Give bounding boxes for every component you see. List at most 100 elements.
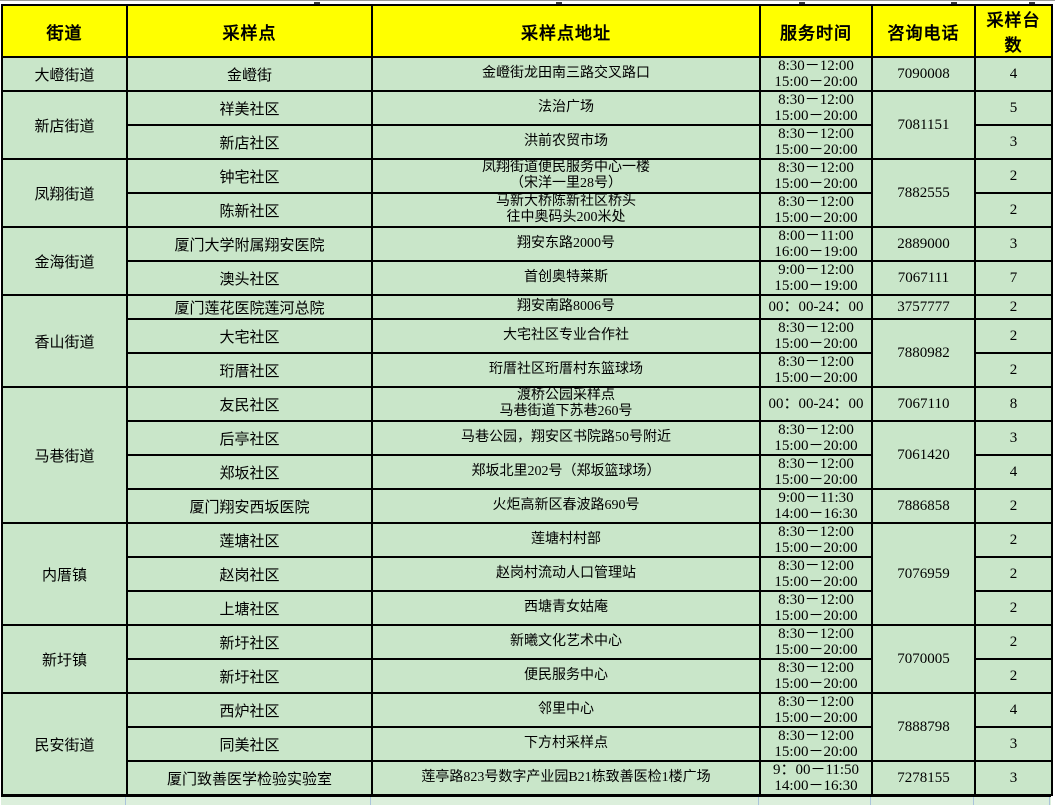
cell-street[interactable]: 新店街道 bbox=[1, 90, 128, 160]
cell-time[interactable]: 9:00－12:00 15:00－19:00 bbox=[759, 260, 873, 296]
cell-site[interactable]: 澳头社区 bbox=[126, 260, 373, 296]
cell-time[interactable]: 9：00－11:50 14:00－16:30 bbox=[759, 760, 873, 796]
cell-phone[interactable]: 7886858 bbox=[871, 488, 976, 524]
cell-site[interactable]: 上塘社区 bbox=[126, 590, 373, 626]
cell-stations[interactable]: 3 bbox=[974, 226, 1053, 262]
cell-site[interactable]: 莲塘社区 bbox=[126, 522, 373, 558]
cell-time[interactable]: 8:30－12:00 15:00－20:00 bbox=[759, 590, 873, 626]
cell-address[interactable]: 大宅社区专业合作社 bbox=[371, 318, 761, 354]
cell-site[interactable]: 钟宅社区 bbox=[126, 158, 373, 194]
cell-address[interactable]: 马新大桥陈新社区桥头 往中奥码头200米处 bbox=[371, 192, 761, 228]
cell-time[interactable]: 00：00-24：00 bbox=[759, 294, 873, 320]
cell-stations[interactable]: 2 bbox=[974, 556, 1053, 592]
col-header-site[interactable]: 采样点 bbox=[126, 4, 373, 58]
cell-phone[interactable]: 7880982 bbox=[871, 318, 976, 388]
cell-phone[interactable]: 7081151 bbox=[871, 90, 976, 160]
cell-time[interactable]: 8:30－12:00 15:00－20:00 bbox=[759, 352, 873, 388]
cell-address[interactable]: 马巷公园，翔安区书院路50号附近 bbox=[371, 420, 761, 456]
cell-stations[interactable]: 3 bbox=[974, 124, 1053, 160]
cell-site[interactable]: 同美社区 bbox=[126, 726, 373, 762]
cell-stations[interactable]: 7 bbox=[974, 260, 1053, 296]
cell-site[interactable]: 友民社区 bbox=[126, 386, 373, 422]
cell-street[interactable]: 民安街道 bbox=[1, 692, 128, 796]
cell-street[interactable]: 凤翔街道 bbox=[1, 158, 128, 228]
cell-site[interactable]: 后亭社区 bbox=[126, 420, 373, 456]
cell-time[interactable]: 8:30－12:00 15:00－20:00 bbox=[759, 726, 873, 762]
cell-address[interactable]: 下方村采样点 bbox=[371, 726, 761, 762]
cell-time[interactable]: 8:30－12:00 15:00－20:00 bbox=[759, 318, 873, 354]
cell-site[interactable]: 厦门翔安西坂医院 bbox=[126, 488, 373, 524]
cell-stations[interactable]: 2 bbox=[974, 624, 1053, 660]
cell-phone[interactable]: 7067110 bbox=[871, 386, 976, 422]
cell-stations[interactable]: 5 bbox=[974, 90, 1053, 126]
cell-address[interactable]: 邻里中心 bbox=[371, 692, 761, 728]
cell-time[interactable]: 8:00－11:00 16:00－19:00 bbox=[759, 226, 873, 262]
cell-phone[interactable]: 7070005 bbox=[871, 624, 976, 694]
cell-time[interactable]: 8:30－12:00 15:00－20:00 bbox=[759, 692, 873, 728]
cell-street[interactable]: 马巷街道 bbox=[1, 386, 128, 524]
cell-stations[interactable]: 2 bbox=[974, 318, 1053, 354]
cell-time[interactable]: 8:30－12:00 15:00－20:00 bbox=[759, 124, 873, 160]
cell-street[interactable]: 大嶝街道 bbox=[1, 56, 128, 92]
cell-site[interactable]: 赵岗社区 bbox=[126, 556, 373, 592]
col-header-street[interactable]: 街道 bbox=[1, 4, 128, 58]
cell-site[interactable]: 新店社区 bbox=[126, 124, 373, 160]
cell-address[interactable]: 火炬高新区春波路690号 bbox=[371, 488, 761, 524]
cell-time[interactable]: 8:30－12:00 15:00－20:00 bbox=[759, 658, 873, 694]
cell-site[interactable]: 珩厝社区 bbox=[126, 352, 373, 388]
cell-site[interactable]: 大宅社区 bbox=[126, 318, 373, 354]
cell-site[interactable]: 西炉社区 bbox=[126, 692, 373, 728]
cell-stations[interactable]: 2 bbox=[974, 294, 1053, 320]
cell-phone[interactable]: 7278155 bbox=[871, 760, 976, 796]
cell-address[interactable]: 便民服务中心 bbox=[371, 658, 761, 694]
cell-time[interactable]: 8:30－12:00 15:00－20:00 bbox=[759, 56, 873, 92]
cell-address[interactable]: 翔安南路8006号 bbox=[371, 294, 761, 320]
cell-site[interactable]: 厦门大学附属翔安医院 bbox=[126, 226, 373, 262]
cell-time[interactable]: 8:30－12:00 15:00－20:00 bbox=[759, 556, 873, 592]
cell-site[interactable]: 厦门致善医学检验实验室 bbox=[126, 760, 373, 796]
cell-stations[interactable]: 4 bbox=[974, 454, 1053, 490]
cell-address[interactable]: 渡桥公园采样点 马巷街道下苏巷260号 bbox=[371, 386, 761, 422]
cell-stations[interactable]: 2 bbox=[974, 488, 1053, 524]
cell-site[interactable]: 郑坂社区 bbox=[126, 454, 373, 490]
cell-phone[interactable]: 7076959 bbox=[871, 522, 976, 626]
cell-street[interactable]: 金海街道 bbox=[1, 226, 128, 296]
cell-street[interactable]: 香山街道 bbox=[1, 294, 128, 388]
cell-address[interactable]: 新曦文化艺术中心 bbox=[371, 624, 761, 660]
cell-address[interactable]: 莲塘村村部 bbox=[371, 522, 761, 558]
cell-site[interactable]: 新圩社区 bbox=[126, 624, 373, 660]
cell-address[interactable]: 法治广场 bbox=[371, 90, 761, 126]
cell-phone[interactable]: 2889000 bbox=[871, 226, 976, 262]
cell-address[interactable]: 郑坂北里202号（郑坂篮球场） bbox=[371, 454, 761, 490]
cell-stations[interactable]: 4 bbox=[974, 56, 1053, 92]
cell-site[interactable]: 金嶝街 bbox=[126, 56, 373, 92]
cell-time[interactable]: 8:30－12:00 15:00－20:00 bbox=[759, 624, 873, 660]
cell-address[interactable]: 凤翔街道便民服务中心一楼 （宋洋一里28号） bbox=[371, 158, 761, 194]
cell-address[interactable]: 赵岗村流动人口管理站 bbox=[371, 556, 761, 592]
cell-time[interactable]: 9:00－11:30 14:00－16:30 bbox=[759, 488, 873, 524]
cell-site[interactable]: 祥美社区 bbox=[126, 90, 373, 126]
cell-stations[interactable]: 8 bbox=[974, 386, 1053, 422]
cell-street[interactable]: 新圩镇 bbox=[1, 624, 128, 694]
cell-phone[interactable]: 7067111 bbox=[871, 260, 976, 296]
cell-stations[interactable]: 2 bbox=[974, 522, 1053, 558]
cell-time[interactable]: 8:30－12:00 15:00－20:00 bbox=[759, 90, 873, 126]
cell-stations[interactable]: 3 bbox=[974, 726, 1053, 762]
cell-phone[interactable]: 7882555 bbox=[871, 158, 976, 228]
cell-time[interactable]: 8:30－12:00 15:00－20:00 bbox=[759, 192, 873, 228]
cell-address[interactable]: 翔安东路2000号 bbox=[371, 226, 761, 262]
cell-phone[interactable]: 7888798 bbox=[871, 692, 976, 762]
cell-site[interactable]: 陈新社区 bbox=[126, 192, 373, 228]
cell-site[interactable]: 新圩社区 bbox=[126, 658, 373, 694]
cell-stations[interactable]: 3 bbox=[974, 760, 1053, 796]
cell-address[interactable]: 洪前农贸市场 bbox=[371, 124, 761, 160]
cell-phone[interactable]: 7061420 bbox=[871, 420, 976, 490]
cell-stations[interactable]: 2 bbox=[974, 192, 1053, 228]
cell-phone[interactable]: 7090008 bbox=[871, 56, 976, 92]
col-header-address[interactable]: 采样点地址 bbox=[371, 4, 761, 58]
cell-time[interactable]: 00：00-24：00 bbox=[759, 386, 873, 422]
cell-stations[interactable]: 2 bbox=[974, 590, 1053, 626]
cell-time[interactable]: 8:30－12:00 15:00－20:00 bbox=[759, 420, 873, 456]
cell-stations[interactable]: 2 bbox=[974, 352, 1053, 388]
cell-time[interactable]: 8:30－12:00 15:00－20:00 bbox=[759, 522, 873, 558]
